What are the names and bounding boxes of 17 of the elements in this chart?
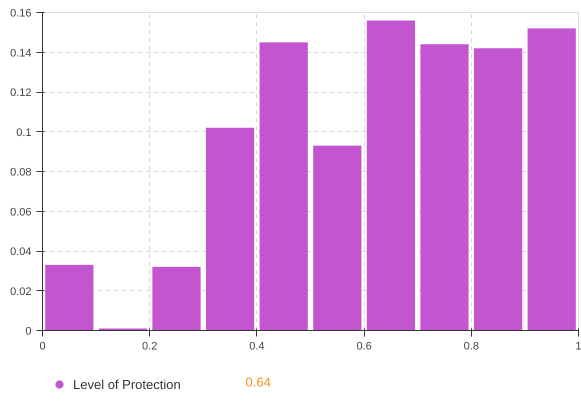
y-tick-label: 0.04 <box>10 246 32 258</box>
x-tick-label: 0.6 <box>356 340 372 352</box>
y-tick-label: 0.02 <box>10 286 32 298</box>
y-tick-label: 0.14 <box>10 47 32 60</box>
y-tick-label: 0.12 <box>10 87 32 99</box>
y-tick-label: 0.1 <box>16 126 32 139</box>
y-tick-label: 0.16 <box>10 8 32 20</box>
legend-label: Level of Protection <box>73 376 181 392</box>
x-tick-label: 0 <box>39 340 46 352</box>
x-tick-label: 0.4 <box>249 340 265 352</box>
y-tick-label: 0 <box>25 326 32 338</box>
x-tick-label: 0.2 <box>142 340 158 352</box>
y-tick-label: 0.06 <box>10 206 32 218</box>
x-tick-label: 0.8 <box>464 340 479 352</box>
y-tick-label: 0.08 <box>10 166 32 178</box>
text: 0.64 <box>246 374 271 390</box>
x-tick-label: 1 <box>575 340 581 352</box>
